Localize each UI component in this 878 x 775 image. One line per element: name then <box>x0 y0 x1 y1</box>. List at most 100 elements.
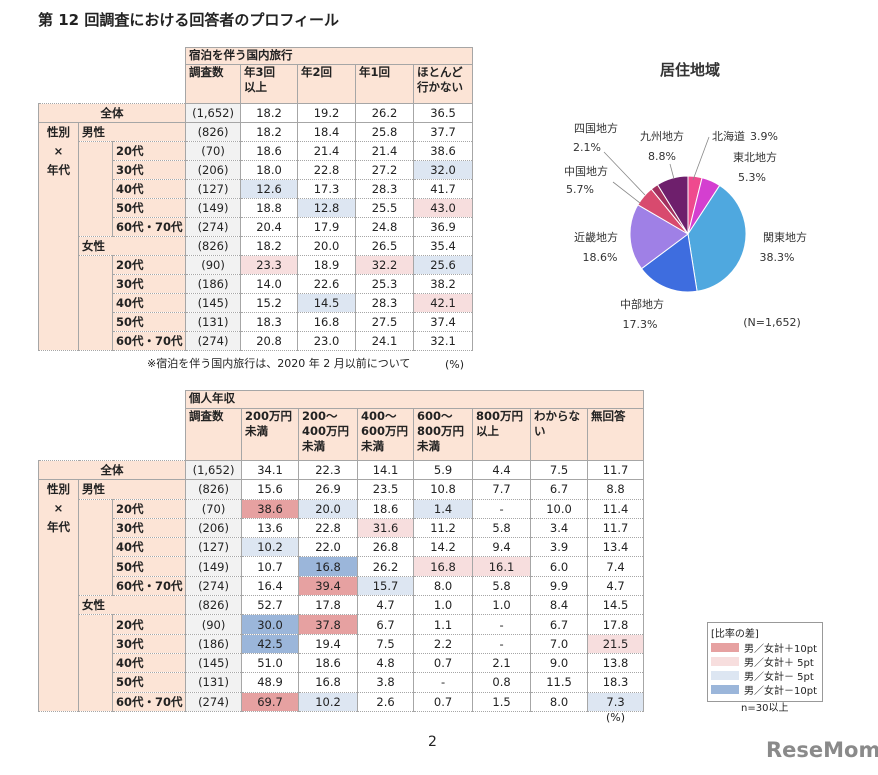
value-cell: 18.6 <box>298 652 359 674</box>
slice-value: 3.9% <box>750 130 778 143</box>
data-row: 50代 (149) 18.8 12.8 25.5 43.0 <box>39 198 474 218</box>
value-cell: 20.0 <box>297 236 357 256</box>
value-cell: 5.9 <box>413 459 474 481</box>
side-label-text: 年代 <box>47 163 70 177</box>
value-cell: 69.7 <box>241 691 300 712</box>
value-cell: 4.7 <box>357 595 415 616</box>
side-label-text: 年代 <box>47 520 70 535</box>
value-cell: 27.5 <box>355 312 415 332</box>
legend-item: 男／女計－ 5pt <box>711 668 817 683</box>
unit: (%) <box>606 711 626 724</box>
legend-label: 男／女計－10pt <box>744 685 817 697</box>
value-cell: 32.1 <box>413 331 474 351</box>
pie-slice <box>629 204 689 270</box>
sample-size: (274) <box>185 575 243 597</box>
row-label: 男性 <box>77 122 187 142</box>
sample-size: (826) <box>185 479 243 500</box>
value-cell: 36.5 <box>413 103 474 123</box>
logo: ReseMom <box>766 738 878 762</box>
blank <box>39 409 186 461</box>
row-label: 全体 <box>37 103 187 123</box>
blank-label <box>78 498 113 597</box>
value-cell: 6.7 <box>530 614 589 635</box>
value-cell: 7.7 <box>472 479 532 500</box>
row-label: 60代・70代 <box>111 331 187 351</box>
value-cell: 23.5 <box>357 479 415 500</box>
value-cell: 21.5 <box>587 633 645 654</box>
column-header: 200～ 400万円 未満 <box>298 408 359 461</box>
value-cell: 11.4 <box>587 498 645 519</box>
slice-label: 中国地方 <box>564 164 608 178</box>
value-cell: 0.8 <box>472 672 532 693</box>
row-label: 男性 <box>77 479 187 500</box>
value-cell: 7.5 <box>357 633 415 654</box>
legend-item: 男／女計－10pt <box>711 682 817 697</box>
row-label: 50代 <box>111 556 187 577</box>
value-cell: 19.4 <box>298 633 359 654</box>
sample-size: (826) <box>185 122 242 142</box>
value-cell: 21.4 <box>297 141 357 161</box>
value-cell: 8.8 <box>587 479 645 500</box>
value-cell: 20.8 <box>240 331 299 351</box>
pie-slice <box>687 184 747 292</box>
value-cell: 48.9 <box>241 672 300 693</box>
row-label: 20代 <box>111 255 187 275</box>
sample-size: (274) <box>185 691 243 712</box>
value-cell: 0.7 <box>413 691 474 712</box>
value-cell: 1.4 <box>413 498 474 519</box>
value-cell: 7.5 <box>530 459 589 481</box>
row-label: 女性 <box>77 236 187 256</box>
row-label: 50代 <box>111 312 187 332</box>
column-header: 800万円 以上 <box>472 408 532 461</box>
value-cell: 42.5 <box>241 633 300 654</box>
data-row: 20代 (90) 30.0 37.8 6.7 1.1-6.7 17.8 <box>39 614 645 712</box>
value-cell: 22.3 <box>298 459 359 481</box>
value-cell: 3.8 <box>357 672 415 693</box>
value-cell: 2.6 <box>357 691 415 712</box>
value-cell: 26.2 <box>357 556 415 577</box>
slice-value: 2.1% <box>573 141 601 154</box>
row-label: 60代・70代 <box>111 575 187 597</box>
column-header: 年2回 <box>297 64 357 104</box>
value-cell: 18.4 <box>297 122 357 142</box>
row-label: 30代 <box>111 633 187 654</box>
value-cell: 22.0 <box>298 537 359 558</box>
value-cell: 24.1 <box>355 331 415 351</box>
data-row: 40代 (127) 12.6 17.3 28.3 41.7 <box>39 179 474 199</box>
row-label: 40代 <box>111 293 187 313</box>
value-cell: 1.1 <box>413 614 474 635</box>
leader-line <box>692 136 710 181</box>
legend-title: [比率の差] <box>711 629 759 640</box>
slice-label: 中部地方 <box>620 297 664 311</box>
value-cell: 7.0 <box>530 633 589 654</box>
data-row: 30代 (186) 14.0 22.6 25.3 38.2 <box>39 274 474 294</box>
value-cell: 10.0 <box>530 498 589 519</box>
data-row: 60代・70代 (274) 20.4 17.9 24.8 36.9 <box>39 217 474 237</box>
column-header: ほとんど 行かない <box>413 64 474 104</box>
value-cell: 10.8 <box>413 479 474 500</box>
value-cell: 4.4 <box>472 459 532 481</box>
row-label: 全体 <box>37 459 187 481</box>
value-cell: 15.2 <box>240 293 299 313</box>
table-note: ※宿泊を伴う国内旅行は、2020 年 2 月以前について <box>147 357 411 370</box>
blank-label <box>78 255 113 351</box>
value-cell: 12.6 <box>240 179 299 199</box>
row-label: 女性 <box>77 595 187 616</box>
value-cell: 38.6 <box>413 141 474 161</box>
data-row: 40代 (145) 51.0 18.6 4.8 0.7 2.1 9.0 13.8 <box>39 652 645 674</box>
value-cell: - <box>472 633 532 654</box>
slice-label: 関東地方 <box>763 230 807 244</box>
value-cell: 10.2 <box>298 691 359 712</box>
column-header: 無回答 <box>587 408 645 461</box>
value-cell: 10.2 <box>241 537 300 558</box>
row-label: 30代 <box>111 517 187 539</box>
value-cell: 18.3 <box>240 312 299 332</box>
value-cell: 26.8 <box>357 537 415 558</box>
sample-size: (186) <box>185 633 243 654</box>
legend-item: 男／女計＋ 5pt <box>711 654 817 669</box>
blank-label <box>78 614 113 712</box>
group-header: 宿泊を伴う国内旅行 <box>185 47 474 65</box>
sample-size: (131) <box>185 312 242 332</box>
value-cell: 36.9 <box>413 217 474 237</box>
